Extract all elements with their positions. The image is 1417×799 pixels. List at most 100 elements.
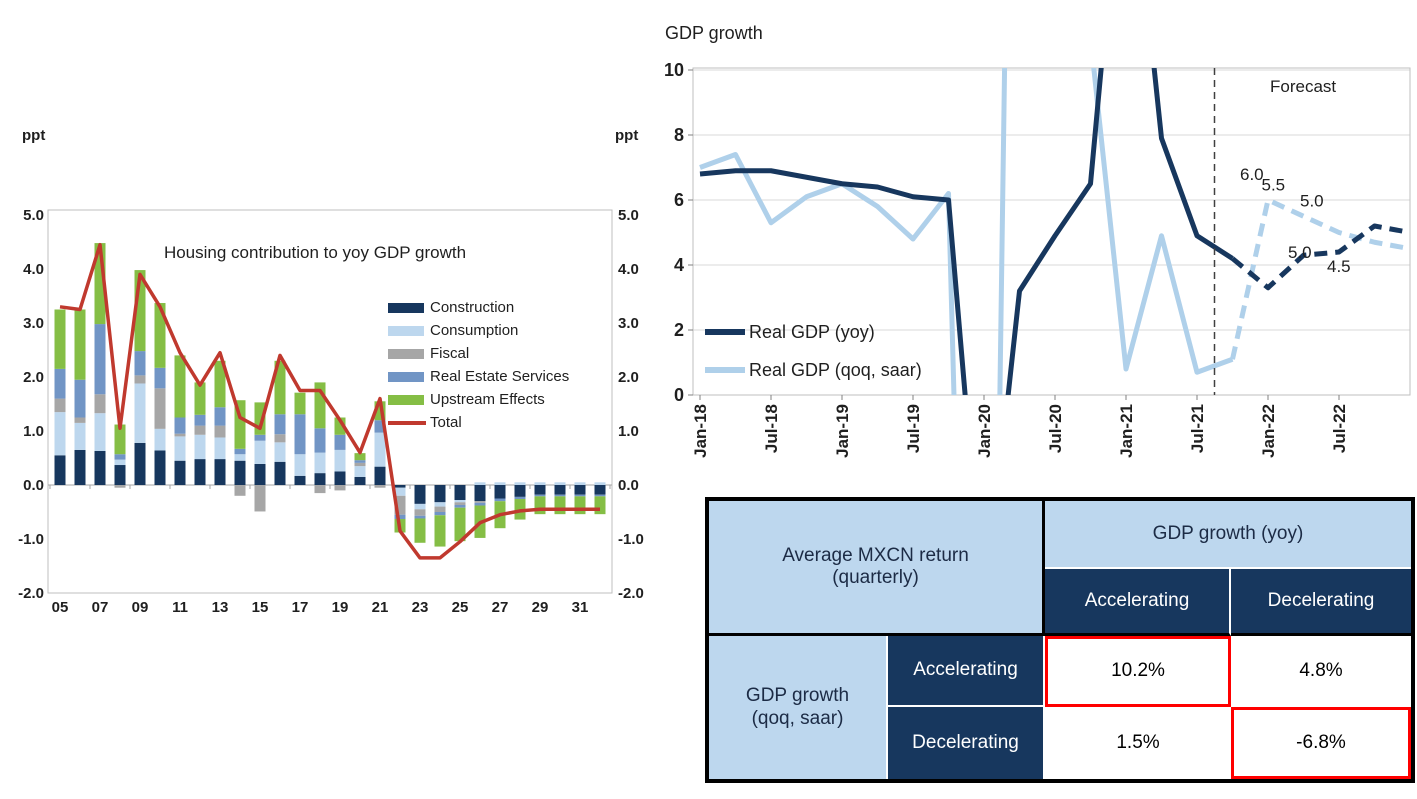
bar-segment bbox=[334, 449, 346, 472]
x-axis-label: Jan-22 bbox=[1259, 404, 1278, 458]
gdp-series bbox=[699, 68, 1410, 395]
legend-label: Fiscal bbox=[430, 345, 469, 362]
bar-segment bbox=[594, 494, 606, 497]
bar-segment bbox=[374, 432, 386, 467]
data-point-label: 5.0 bbox=[1288, 243, 1312, 262]
bar-segment bbox=[214, 437, 226, 460]
bar-segment bbox=[554, 482, 566, 485]
bar-segment bbox=[514, 496, 526, 500]
bar-segment bbox=[314, 452, 326, 474]
bar-segment bbox=[114, 454, 126, 460]
bar-segment bbox=[134, 375, 146, 384]
x-axis-label: 23 bbox=[412, 599, 429, 616]
table-value-dec-acc: 1.5% bbox=[1045, 707, 1231, 779]
bar-segment bbox=[194, 459, 206, 485]
bar-segment bbox=[374, 420, 386, 433]
bar-segment bbox=[254, 402, 266, 435]
y-axis-label-left: 2.0 bbox=[23, 369, 44, 386]
bar-segment bbox=[554, 496, 566, 515]
bar-segment bbox=[574, 482, 586, 485]
housing-contribution-chart: 5.0 5.0 4.0 4.0 3.0 3.0 2.0 2.0 1.0 1.0 0.0 0.0 -1.0… bbox=[0, 127, 655, 655]
y-axis-label: 0 bbox=[674, 385, 684, 405]
bar-segment bbox=[154, 450, 166, 485]
x-axis-label: Jul-22 bbox=[1330, 404, 1349, 453]
bar-segment bbox=[54, 368, 66, 399]
bar-segment bbox=[514, 485, 526, 497]
bar-segment bbox=[274, 442, 286, 462]
bar-segment bbox=[474, 501, 486, 503]
bar-segment bbox=[454, 502, 466, 505]
bar-segment bbox=[334, 485, 346, 491]
bar-segment bbox=[54, 412, 66, 456]
bar-segment bbox=[294, 414, 306, 455]
bar-segment bbox=[394, 514, 406, 520]
legend-label: Real Estate Services bbox=[430, 368, 569, 385]
bar-segment bbox=[94, 413, 106, 451]
x-axis-label: 09 bbox=[132, 599, 149, 616]
bar-segment bbox=[354, 466, 366, 477]
bar-segment bbox=[274, 434, 286, 443]
bar-segment bbox=[354, 462, 366, 467]
bar-segment bbox=[234, 454, 246, 461]
forecast-label: Forecast bbox=[1270, 77, 1337, 96]
legend-swatch bbox=[388, 349, 424, 359]
bar-segment bbox=[74, 417, 86, 423]
y-axis-label: 6 bbox=[674, 190, 684, 210]
x-axis-label: 27 bbox=[492, 599, 509, 616]
table-corner-label: Average MXCN return (quarterly) bbox=[782, 544, 969, 588]
legend-swatch bbox=[388, 303, 424, 313]
x-axis-label: Jan-21 bbox=[1117, 404, 1136, 458]
bar-segment bbox=[94, 394, 106, 414]
x-axis-label: 21 bbox=[372, 599, 389, 616]
housing-contribution-plot: 5.0 5.0 4.0 4.0 3.0 3.0 2.0 2.0 1.0 1.0 0.0 0.0 -1.0… bbox=[18, 207, 644, 616]
series-line-actual bbox=[699, 68, 1234, 395]
x-axis-label: Jul-18 bbox=[762, 404, 781, 453]
bar-segment bbox=[554, 485, 566, 495]
table-value-dec-dec: -6.8% bbox=[1231, 707, 1411, 779]
bar-segment bbox=[354, 460, 366, 463]
bar-segment bbox=[74, 422, 86, 450]
bar-segment bbox=[114, 424, 126, 455]
legend-swatch bbox=[388, 372, 424, 382]
y-axis-label-left: 1.0 bbox=[23, 423, 44, 440]
legend-label: Real GDP (qoq, saar) bbox=[749, 360, 922, 380]
bar-segment bbox=[554, 494, 566, 497]
table-row-header-decelerating: Decelerating bbox=[888, 707, 1045, 779]
x-axis-label: Jan-20 bbox=[975, 404, 994, 458]
housing-chart-title: Housing contribution to yoy GDP growth bbox=[163, 243, 467, 262]
bar-segment bbox=[374, 466, 386, 485]
bar-segment bbox=[454, 504, 466, 508]
legend-swatch bbox=[388, 326, 424, 336]
x-axis-label: Jul-19 bbox=[904, 404, 923, 453]
table-row-header-accelerating: Accelerating bbox=[888, 636, 1045, 707]
bar-segment bbox=[454, 485, 466, 501]
data-point-label: 6.0 bbox=[1240, 165, 1264, 184]
x-axis-label: Jul-20 bbox=[1046, 404, 1065, 453]
x-axis-label: 17 bbox=[292, 599, 309, 616]
bar-segment bbox=[454, 507, 466, 542]
y-axis-label-right: -1.0 bbox=[618, 531, 644, 548]
x-axis-label: 31 bbox=[572, 599, 589, 616]
bar-segment bbox=[314, 428, 326, 453]
bar-segment bbox=[214, 459, 226, 485]
bar-segment bbox=[274, 360, 286, 415]
bar-segment bbox=[154, 367, 166, 389]
bar-segment bbox=[94, 324, 106, 395]
bar-segment bbox=[154, 428, 166, 451]
y-axis-label-right: 4.0 bbox=[618, 261, 639, 278]
bar-segment bbox=[314, 473, 326, 485]
bar-segment bbox=[494, 498, 506, 502]
bar-segment bbox=[414, 515, 426, 519]
bar-segment bbox=[234, 460, 246, 485]
bar-segment bbox=[154, 388, 166, 429]
legend-label: Total bbox=[430, 414, 462, 431]
bar-segment bbox=[114, 485, 126, 488]
bar-segment bbox=[354, 453, 366, 461]
table-value-acc-acc: 10.2% bbox=[1045, 636, 1231, 707]
bar-segment bbox=[334, 434, 346, 450]
bar-segment bbox=[134, 270, 146, 352]
right-axis-unit-label: ppt bbox=[615, 127, 639, 144]
data-point-label: 5.5 bbox=[1262, 175, 1286, 194]
bar-segment bbox=[494, 482, 506, 485]
bar-segment bbox=[194, 382, 206, 415]
